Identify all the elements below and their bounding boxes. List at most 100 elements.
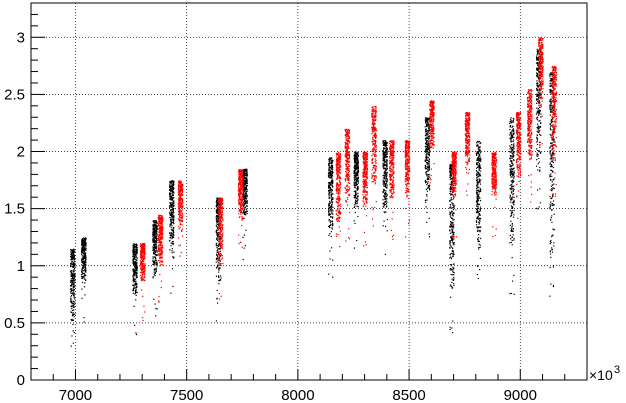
data-point — [156, 228, 158, 231]
data-point — [479, 246, 481, 249]
data-point — [219, 275, 222, 277]
data-point — [538, 206, 540, 208]
data-point — [242, 205, 245, 207]
data-point — [382, 142, 384, 144]
data-point — [509, 165, 512, 167]
data-point — [383, 151, 385, 153]
data-point — [451, 231, 453, 233]
data-point — [536, 148, 538, 150]
data-point — [72, 291, 74, 294]
data-point — [135, 286, 138, 288]
data-point — [141, 245, 143, 247]
data-point — [511, 134, 513, 136]
data-point — [551, 121, 553, 123]
data-point — [171, 187, 173, 189]
data-point — [74, 279, 76, 282]
data-point — [140, 257, 143, 259]
data-point — [354, 164, 356, 167]
data-point — [159, 224, 161, 226]
data-point — [81, 244, 83, 246]
data-point — [476, 162, 478, 164]
data-point — [171, 219, 173, 221]
data-point — [512, 179, 514, 181]
data-point — [428, 161, 431, 163]
data-point — [513, 214, 515, 216]
data-point — [330, 189, 332, 191]
data-point — [219, 278, 221, 280]
data-point — [72, 305, 74, 308]
data-point — [385, 172, 387, 174]
data-point — [160, 261, 162, 263]
data-point — [154, 262, 156, 264]
data-point — [133, 251, 135, 253]
data-point — [511, 140, 513, 142]
data-point — [71, 289, 73, 291]
data-point — [539, 51, 542, 53]
data-point — [382, 205, 384, 207]
data-point — [476, 209, 479, 211]
data-point — [328, 171, 330, 174]
data-point — [132, 289, 134, 292]
data-point — [357, 157, 359, 159]
data-point — [478, 168, 480, 170]
data-point — [73, 306, 76, 308]
data-point — [357, 181, 359, 183]
data-point — [156, 263, 158, 266]
data-point — [243, 197, 245, 199]
data-point — [512, 120, 514, 122]
data-point — [70, 258, 72, 261]
data-point — [328, 192, 330, 194]
data-point — [329, 186, 331, 188]
data-point — [73, 251, 75, 254]
data-point — [141, 255, 143, 257]
data-point — [451, 184, 453, 186]
data-point — [141, 278, 143, 280]
data-point — [244, 199, 246, 201]
data-point — [141, 256, 143, 258]
data-point — [386, 181, 388, 183]
data-point — [509, 121, 511, 123]
data-point — [385, 169, 387, 171]
data-point — [73, 260, 76, 262]
data-point — [511, 130, 513, 132]
data-point — [178, 204, 180, 207]
data-point — [84, 245, 86, 247]
data-point — [357, 180, 359, 182]
data-point — [551, 251, 554, 253]
data-point — [134, 278, 137, 280]
data-point — [155, 225, 157, 227]
data-point — [161, 257, 163, 259]
data-point — [479, 157, 481, 159]
data-point — [354, 151, 356, 153]
data-point — [144, 266, 146, 268]
data-point — [152, 263, 154, 266]
data-point — [536, 88, 538, 90]
data-point — [357, 176, 359, 178]
data-point — [537, 108, 539, 110]
data-point — [553, 140, 555, 142]
data-point — [513, 201, 515, 203]
data-point — [172, 201, 174, 203]
data-point — [453, 238, 455, 240]
data-point — [133, 255, 135, 258]
data-point — [479, 210, 482, 212]
data-point — [70, 259, 73, 261]
data-point — [428, 145, 430, 147]
data-point — [553, 229, 555, 231]
data-point — [551, 153, 553, 155]
data-point — [83, 248, 85, 250]
data-point — [84, 257, 87, 259]
data-point — [449, 257, 451, 259]
data-point — [509, 126, 511, 128]
data-point — [72, 270, 74, 273]
data-point — [158, 224, 160, 226]
data-point — [357, 151, 359, 154]
data-point — [384, 173, 386, 175]
data-point — [330, 168, 333, 170]
data-point — [480, 160, 482, 162]
data-point — [475, 154, 478, 156]
data-point — [135, 288, 137, 291]
data-point — [173, 180, 175, 182]
data-point — [132, 255, 134, 257]
data-point — [155, 269, 157, 271]
